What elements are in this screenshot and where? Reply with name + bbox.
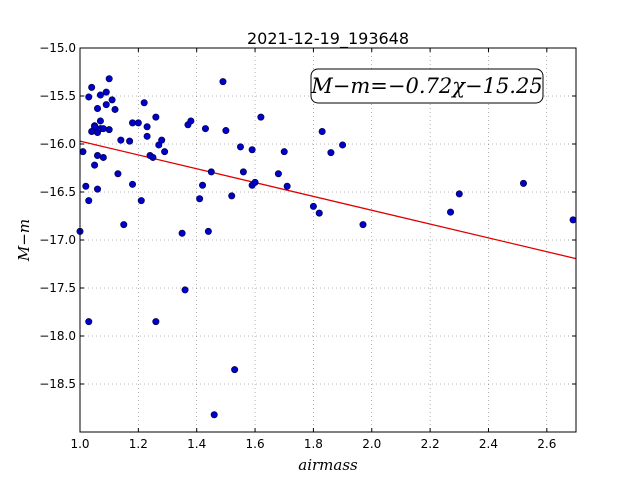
x-tick-label: 1.4 bbox=[187, 437, 206, 451]
data-point bbox=[274, 170, 282, 178]
data-point bbox=[96, 91, 104, 99]
x-tick-label: 2.2 bbox=[421, 437, 440, 451]
y-tick-label: −18.0 bbox=[39, 329, 76, 343]
x-tick-label: 2.0 bbox=[362, 437, 381, 451]
data-point bbox=[102, 101, 110, 109]
y-tick-label: −17.0 bbox=[39, 233, 76, 247]
grid bbox=[80, 48, 576, 432]
data-point bbox=[137, 197, 145, 205]
data-point bbox=[318, 128, 326, 136]
data-point bbox=[187, 117, 195, 125]
data-point bbox=[201, 125, 209, 133]
data-point bbox=[161, 148, 169, 156]
data-point bbox=[96, 117, 104, 125]
data-point bbox=[140, 99, 148, 107]
fit-annotation: M−m=−0.72χ−15.25 bbox=[310, 68, 544, 104]
data-point bbox=[231, 366, 239, 374]
x-tick-label: 1.0 bbox=[70, 437, 89, 451]
y-tick-label: −17.5 bbox=[39, 281, 76, 295]
data-point bbox=[239, 168, 247, 176]
x-tick-label: 2.6 bbox=[537, 437, 556, 451]
data-point bbox=[199, 181, 207, 189]
y-tick-label: −18.5 bbox=[39, 377, 76, 391]
y-tick-label: −16.0 bbox=[39, 137, 76, 151]
data-point bbox=[111, 105, 119, 113]
data-point bbox=[257, 113, 265, 121]
data-points bbox=[76, 75, 577, 419]
data-point bbox=[569, 216, 577, 224]
data-point bbox=[248, 146, 256, 154]
data-point bbox=[447, 208, 455, 216]
data-point bbox=[327, 149, 335, 157]
chart-title: 2021-12-19_193648 bbox=[247, 29, 409, 49]
x-tick-label: 1.2 bbox=[129, 437, 148, 451]
data-point bbox=[129, 180, 137, 188]
data-point bbox=[99, 153, 107, 161]
data-point bbox=[94, 104, 102, 112]
annotation-box bbox=[310, 68, 544, 104]
data-point bbox=[134, 119, 142, 127]
data-point bbox=[222, 127, 230, 135]
data-point bbox=[129, 119, 137, 127]
data-point bbox=[114, 170, 122, 178]
data-point bbox=[309, 202, 317, 210]
data-point bbox=[82, 182, 90, 190]
x-tick-label: 2.4 bbox=[479, 437, 498, 451]
fit-equation: M−m=−0.72χ−15.25 bbox=[310, 74, 542, 98]
data-point bbox=[85, 197, 93, 205]
data-point bbox=[91, 123, 99, 131]
data-point bbox=[196, 195, 204, 203]
y-axis-label: M−m bbox=[15, 219, 33, 262]
data-point bbox=[94, 152, 102, 160]
data-point bbox=[105, 75, 113, 83]
data-point bbox=[149, 153, 157, 161]
y-tick-label: −15.5 bbox=[39, 89, 76, 103]
data-point bbox=[236, 143, 244, 151]
data-point bbox=[283, 182, 291, 190]
data-point bbox=[315, 209, 323, 217]
data-point bbox=[228, 192, 236, 200]
fit-line-layer bbox=[79, 140, 577, 260]
data-point bbox=[251, 178, 259, 186]
data-point bbox=[178, 229, 186, 237]
x-axis-label: airmass bbox=[298, 456, 358, 474]
data-point bbox=[85, 93, 93, 101]
data-point bbox=[117, 136, 125, 144]
data-point bbox=[455, 190, 463, 198]
data-point bbox=[108, 96, 116, 104]
data-point bbox=[339, 141, 347, 149]
data-point bbox=[207, 168, 215, 176]
fit-line bbox=[79, 140, 577, 260]
data-point bbox=[219, 78, 227, 86]
data-point bbox=[88, 83, 96, 91]
data-point bbox=[152, 318, 160, 326]
data-point bbox=[143, 123, 151, 131]
data-point bbox=[79, 148, 87, 156]
data-point bbox=[210, 411, 218, 419]
data-point bbox=[204, 227, 212, 235]
data-point bbox=[120, 221, 128, 229]
data-point bbox=[143, 132, 151, 140]
data-point bbox=[102, 88, 110, 96]
data-point bbox=[105, 126, 113, 134]
data-point bbox=[181, 286, 189, 294]
x-tick-label: 1.6 bbox=[246, 437, 265, 451]
data-point bbox=[91, 161, 99, 169]
axis-ticks: 1.0 1.2 1.4 1.6 1.8 2.0 2.2 2.4 2.6 −15.0 −15.5 −16… bbox=[39, 41, 576, 451]
y-tick-label: −16.5 bbox=[39, 185, 76, 199]
data-point bbox=[126, 137, 134, 145]
data-point bbox=[94, 185, 102, 193]
data-point bbox=[359, 221, 367, 229]
data-point bbox=[519, 179, 527, 187]
x-tick-label: 1.8 bbox=[304, 437, 323, 451]
data-point bbox=[99, 125, 107, 133]
y-tick-label: −15.0 bbox=[39, 41, 76, 55]
data-point bbox=[158, 136, 166, 144]
data-point bbox=[152, 113, 160, 121]
data-point bbox=[280, 148, 288, 156]
data-point bbox=[85, 318, 93, 326]
